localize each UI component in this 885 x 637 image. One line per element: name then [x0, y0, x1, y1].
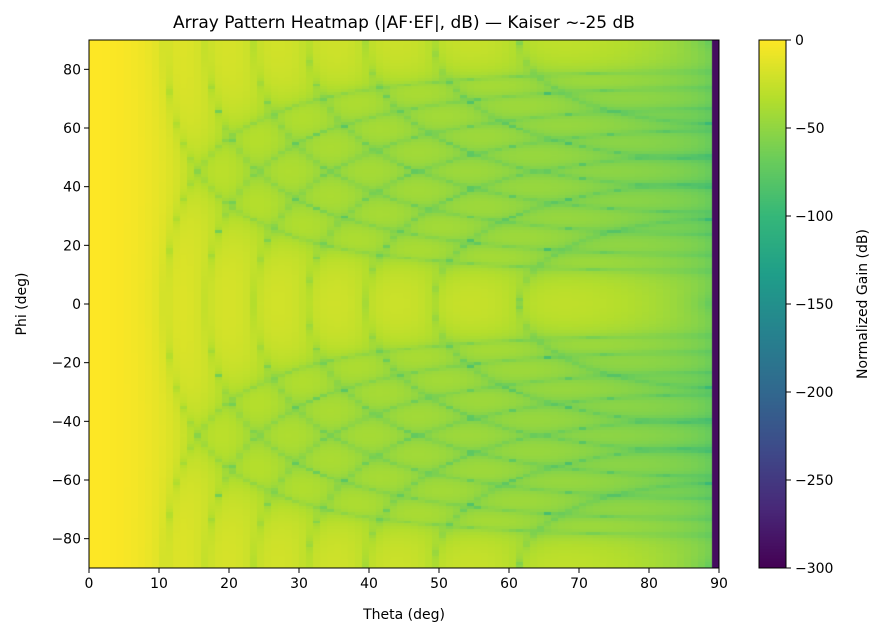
- x-tick-label: 30: [290, 576, 308, 592]
- y-tick-label: 0: [72, 297, 81, 313]
- colorbar-label: Normalized Gain (dB): [855, 229, 871, 379]
- x-tick-label: 50: [430, 576, 448, 592]
- heatmap-cells: [89, 40, 719, 568]
- y-tick-label: 20: [63, 238, 81, 254]
- y-tick-label: −80: [51, 532, 81, 548]
- colorbar-tick-label: −100: [795, 209, 833, 225]
- x-axis-label: Theta (deg): [362, 607, 445, 623]
- y-tick-label: −20: [51, 356, 81, 372]
- x-tick-label: 0: [85, 576, 94, 592]
- y-tick-label: 60: [63, 121, 81, 137]
- plot-frame: [88, 39, 720, 569]
- colorbar-tick-label: 0: [795, 33, 804, 49]
- colorbar-tick-label: −200: [795, 385, 833, 401]
- y-tick-label: 40: [63, 180, 81, 196]
- y-axis-label: Phi (deg): [14, 273, 30, 336]
- x-tick-label: 10: [150, 576, 168, 592]
- colorbar-tick-label: −150: [795, 297, 833, 313]
- x-tick-label: 20: [220, 576, 238, 592]
- x-tick-label: 60: [500, 576, 518, 592]
- y-tick-label: −60: [51, 473, 81, 489]
- x-tick-label: 70: [570, 576, 588, 592]
- colorbar-gradient: [759, 40, 786, 568]
- x-tick-label: 80: [640, 576, 658, 592]
- x-tick-label: 90: [710, 576, 728, 592]
- chart-title: Array Pattern Heatmap (|AF·EF|, dB) — Ka…: [173, 13, 635, 33]
- colorbar-tick-label: −250: [795, 473, 833, 489]
- y-tick-label: 80: [63, 62, 81, 78]
- x-tick-label: 40: [360, 576, 378, 592]
- colorbar-frame: [758, 39, 787, 569]
- colorbar-tick-label: −300: [795, 561, 833, 577]
- colorbar-tick-label: −50: [795, 121, 825, 137]
- y-tick-label: −40: [51, 414, 81, 430]
